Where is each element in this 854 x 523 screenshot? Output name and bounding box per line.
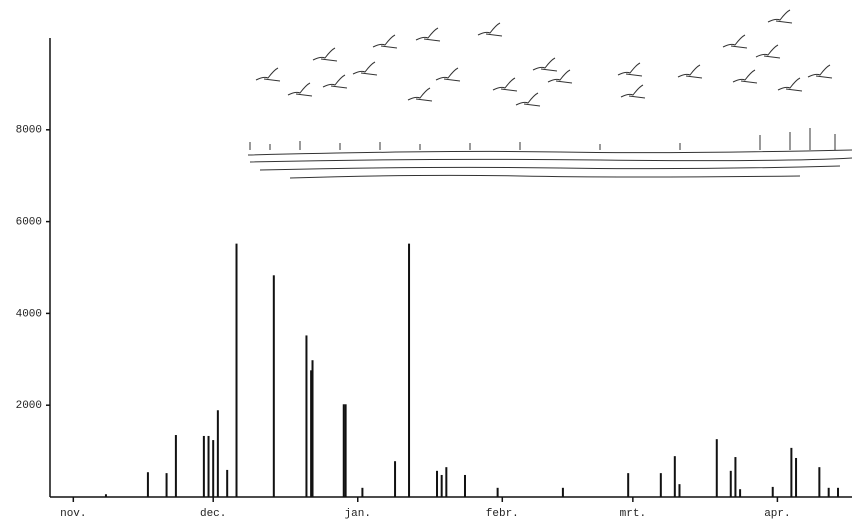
bar — [790, 448, 792, 497]
bar — [217, 410, 219, 497]
bar — [226, 470, 228, 497]
bar — [305, 335, 307, 497]
bar — [828, 488, 830, 497]
x-tick-label: febr. — [486, 508, 519, 520]
bar — [394, 461, 396, 497]
bar — [562, 488, 564, 497]
bar — [818, 467, 820, 497]
bar — [343, 404, 345, 497]
bar — [795, 458, 797, 497]
bar — [408, 244, 410, 497]
x-tick-label: apr. — [764, 508, 790, 520]
bar — [660, 473, 662, 497]
bar — [105, 494, 107, 497]
bar — [208, 436, 210, 497]
x-tick-label: nov. — [60, 508, 86, 520]
bar — [236, 244, 238, 497]
x-tick-label: jan. — [345, 508, 371, 520]
x-tick-label: mrt. — [620, 508, 646, 520]
bar — [203, 436, 205, 497]
bar — [772, 487, 774, 497]
illustration — [248, 10, 852, 178]
chart: 2000 4000 6000 8000 nov. dec. jan. febr. mrt. apr… — [0, 0, 854, 523]
bar — [837, 488, 839, 497]
bar — [739, 489, 741, 497]
bar — [497, 488, 499, 497]
bar — [441, 475, 443, 497]
y-tick-label: 2000 — [16, 400, 42, 412]
bar — [312, 360, 314, 497]
bar — [627, 473, 629, 497]
bar — [464, 475, 466, 497]
bar — [166, 473, 168, 497]
bar — [436, 471, 438, 497]
bar — [345, 404, 347, 497]
y-tick-label: 4000 — [16, 308, 42, 320]
bar — [734, 457, 736, 497]
bar — [445, 467, 447, 497]
bar — [273, 275, 275, 497]
bar — [175, 435, 177, 497]
x-tick-label: dec. — [200, 508, 226, 520]
bar — [147, 472, 149, 497]
bar — [678, 484, 680, 497]
y-tick-label: 8000 — [16, 125, 42, 137]
bar — [674, 456, 676, 497]
bar — [716, 439, 718, 497]
y-tick-label: 6000 — [16, 217, 42, 229]
bar — [730, 471, 732, 497]
bar — [361, 488, 363, 497]
bar — [212, 440, 214, 497]
